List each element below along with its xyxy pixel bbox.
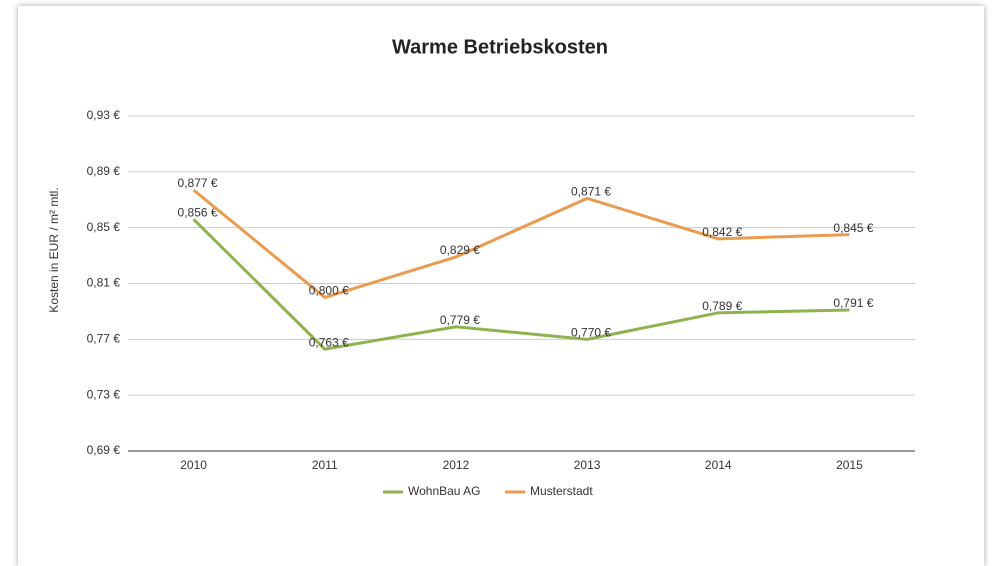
series-line	[192, 218, 850, 351]
x-tick-label: 2010	[180, 458, 207, 472]
data-label: 0,789 €	[702, 299, 742, 313]
data-label: 0,845 €	[833, 221, 873, 235]
chart-card	[18, 6, 984, 566]
y-tick-label: 0,73 €	[87, 387, 121, 401]
y-tick-label: 0,89 €	[87, 164, 121, 178]
y-tick-label: 0,93 €	[87, 108, 121, 122]
data-label: 0,829 €	[440, 243, 480, 257]
y-axis-label: Kosten in EUR / m² mtl.	[47, 187, 61, 312]
y-tick-label: 0,85 €	[87, 220, 121, 234]
x-tick-label: 2012	[443, 458, 470, 472]
x-tick-label: 2011	[312, 458, 338, 472]
y-tick-label: 0,81 €	[87, 276, 121, 290]
series-line	[192, 188, 850, 300]
page: {"chart_data": {"type": "line", "title":…	[47, 36, 915, 499]
data-label: 0,800 €	[309, 284, 349, 298]
y-tick-label: 0,69 €	[87, 443, 121, 457]
data-label: 0,871 €	[571, 185, 611, 199]
chart: Warme Betriebskosten Kosten in EUR / m² …	[47, 36, 915, 498]
x-tick-label: 2015	[836, 458, 863, 472]
legend-label: WohnBau AG	[408, 484, 481, 498]
data-label: 0,779 €	[440, 313, 480, 327]
data-label: 0,791 €	[833, 296, 873, 310]
legend-label: Musterstadt	[530, 484, 593, 498]
data-label: 0,763 €	[309, 335, 349, 349]
data-label: 0,877 €	[178, 176, 218, 190]
x-tick-label: 2014	[705, 458, 732, 472]
chart-title: Warme Betriebskosten	[392, 36, 608, 58]
y-tick-label: 0,77 €	[87, 332, 121, 346]
data-label: 0,856 €	[178, 205, 218, 219]
data-label: 0,842 €	[702, 225, 742, 239]
x-tick-label: 2013	[574, 458, 601, 472]
data-label: 0,770 €	[571, 326, 611, 340]
